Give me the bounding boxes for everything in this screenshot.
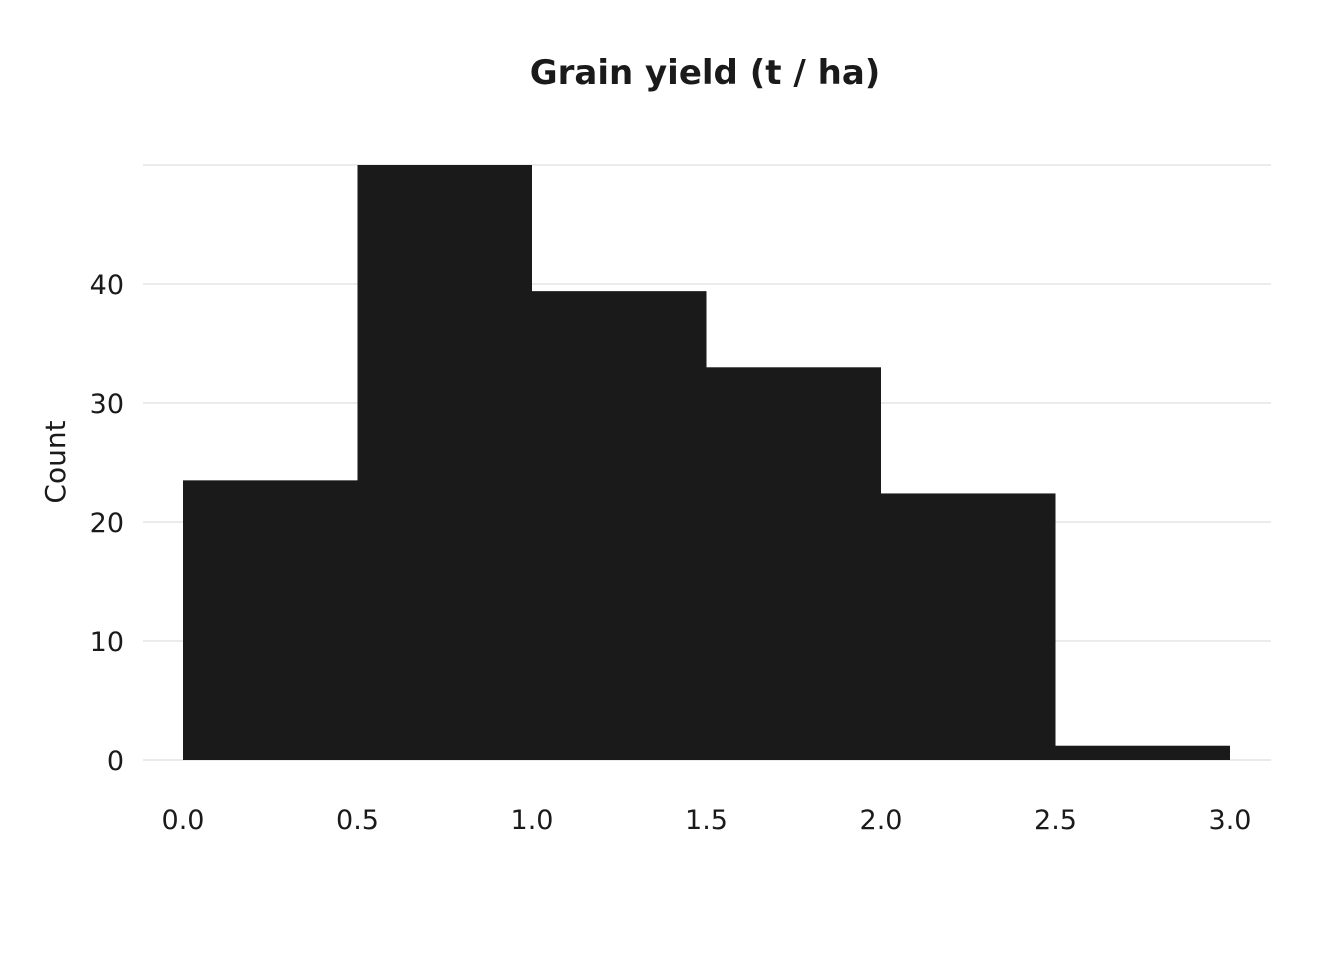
histogram-bar-1 — [357, 165, 532, 760]
histogram-bar-5 — [1055, 745, 1230, 760]
x-tick-labels: 0.0 0.5 1.0 1.5 2.0 2.5 3.0 — [162, 805, 1252, 836]
x-tick-label-6: 3.0 — [1209, 805, 1252, 836]
y-tick-label-4: 40 — [90, 270, 124, 301]
y-axis-label: Count — [39, 420, 72, 503]
x-tick-label-1: 0.5 — [336, 805, 379, 836]
histogram-bar-2 — [532, 291, 707, 760]
histogram-bar-0 — [183, 480, 358, 760]
x-tick-label-5: 2.5 — [1034, 805, 1077, 836]
y-tick-label-2: 20 — [90, 508, 124, 539]
y-tick-label-0: 0 — [107, 746, 124, 777]
histogram-bar-3 — [706, 367, 881, 760]
x-tick-label-2: 1.0 — [511, 805, 554, 836]
x-tick-label-3: 1.5 — [685, 805, 728, 836]
y-tick-labels: 0 10 20 30 40 — [90, 270, 124, 777]
chart-title: Grain yield (t / ha) — [530, 53, 881, 93]
y-tick-label-3: 30 — [90, 389, 124, 420]
histogram-bar-4 — [881, 493, 1056, 760]
bars-layer — [183, 165, 1230, 760]
x-tick-label-4: 2.0 — [860, 805, 903, 836]
y-tick-label-1: 10 — [90, 627, 124, 658]
x-tick-label-0: 0.0 — [162, 805, 205, 836]
